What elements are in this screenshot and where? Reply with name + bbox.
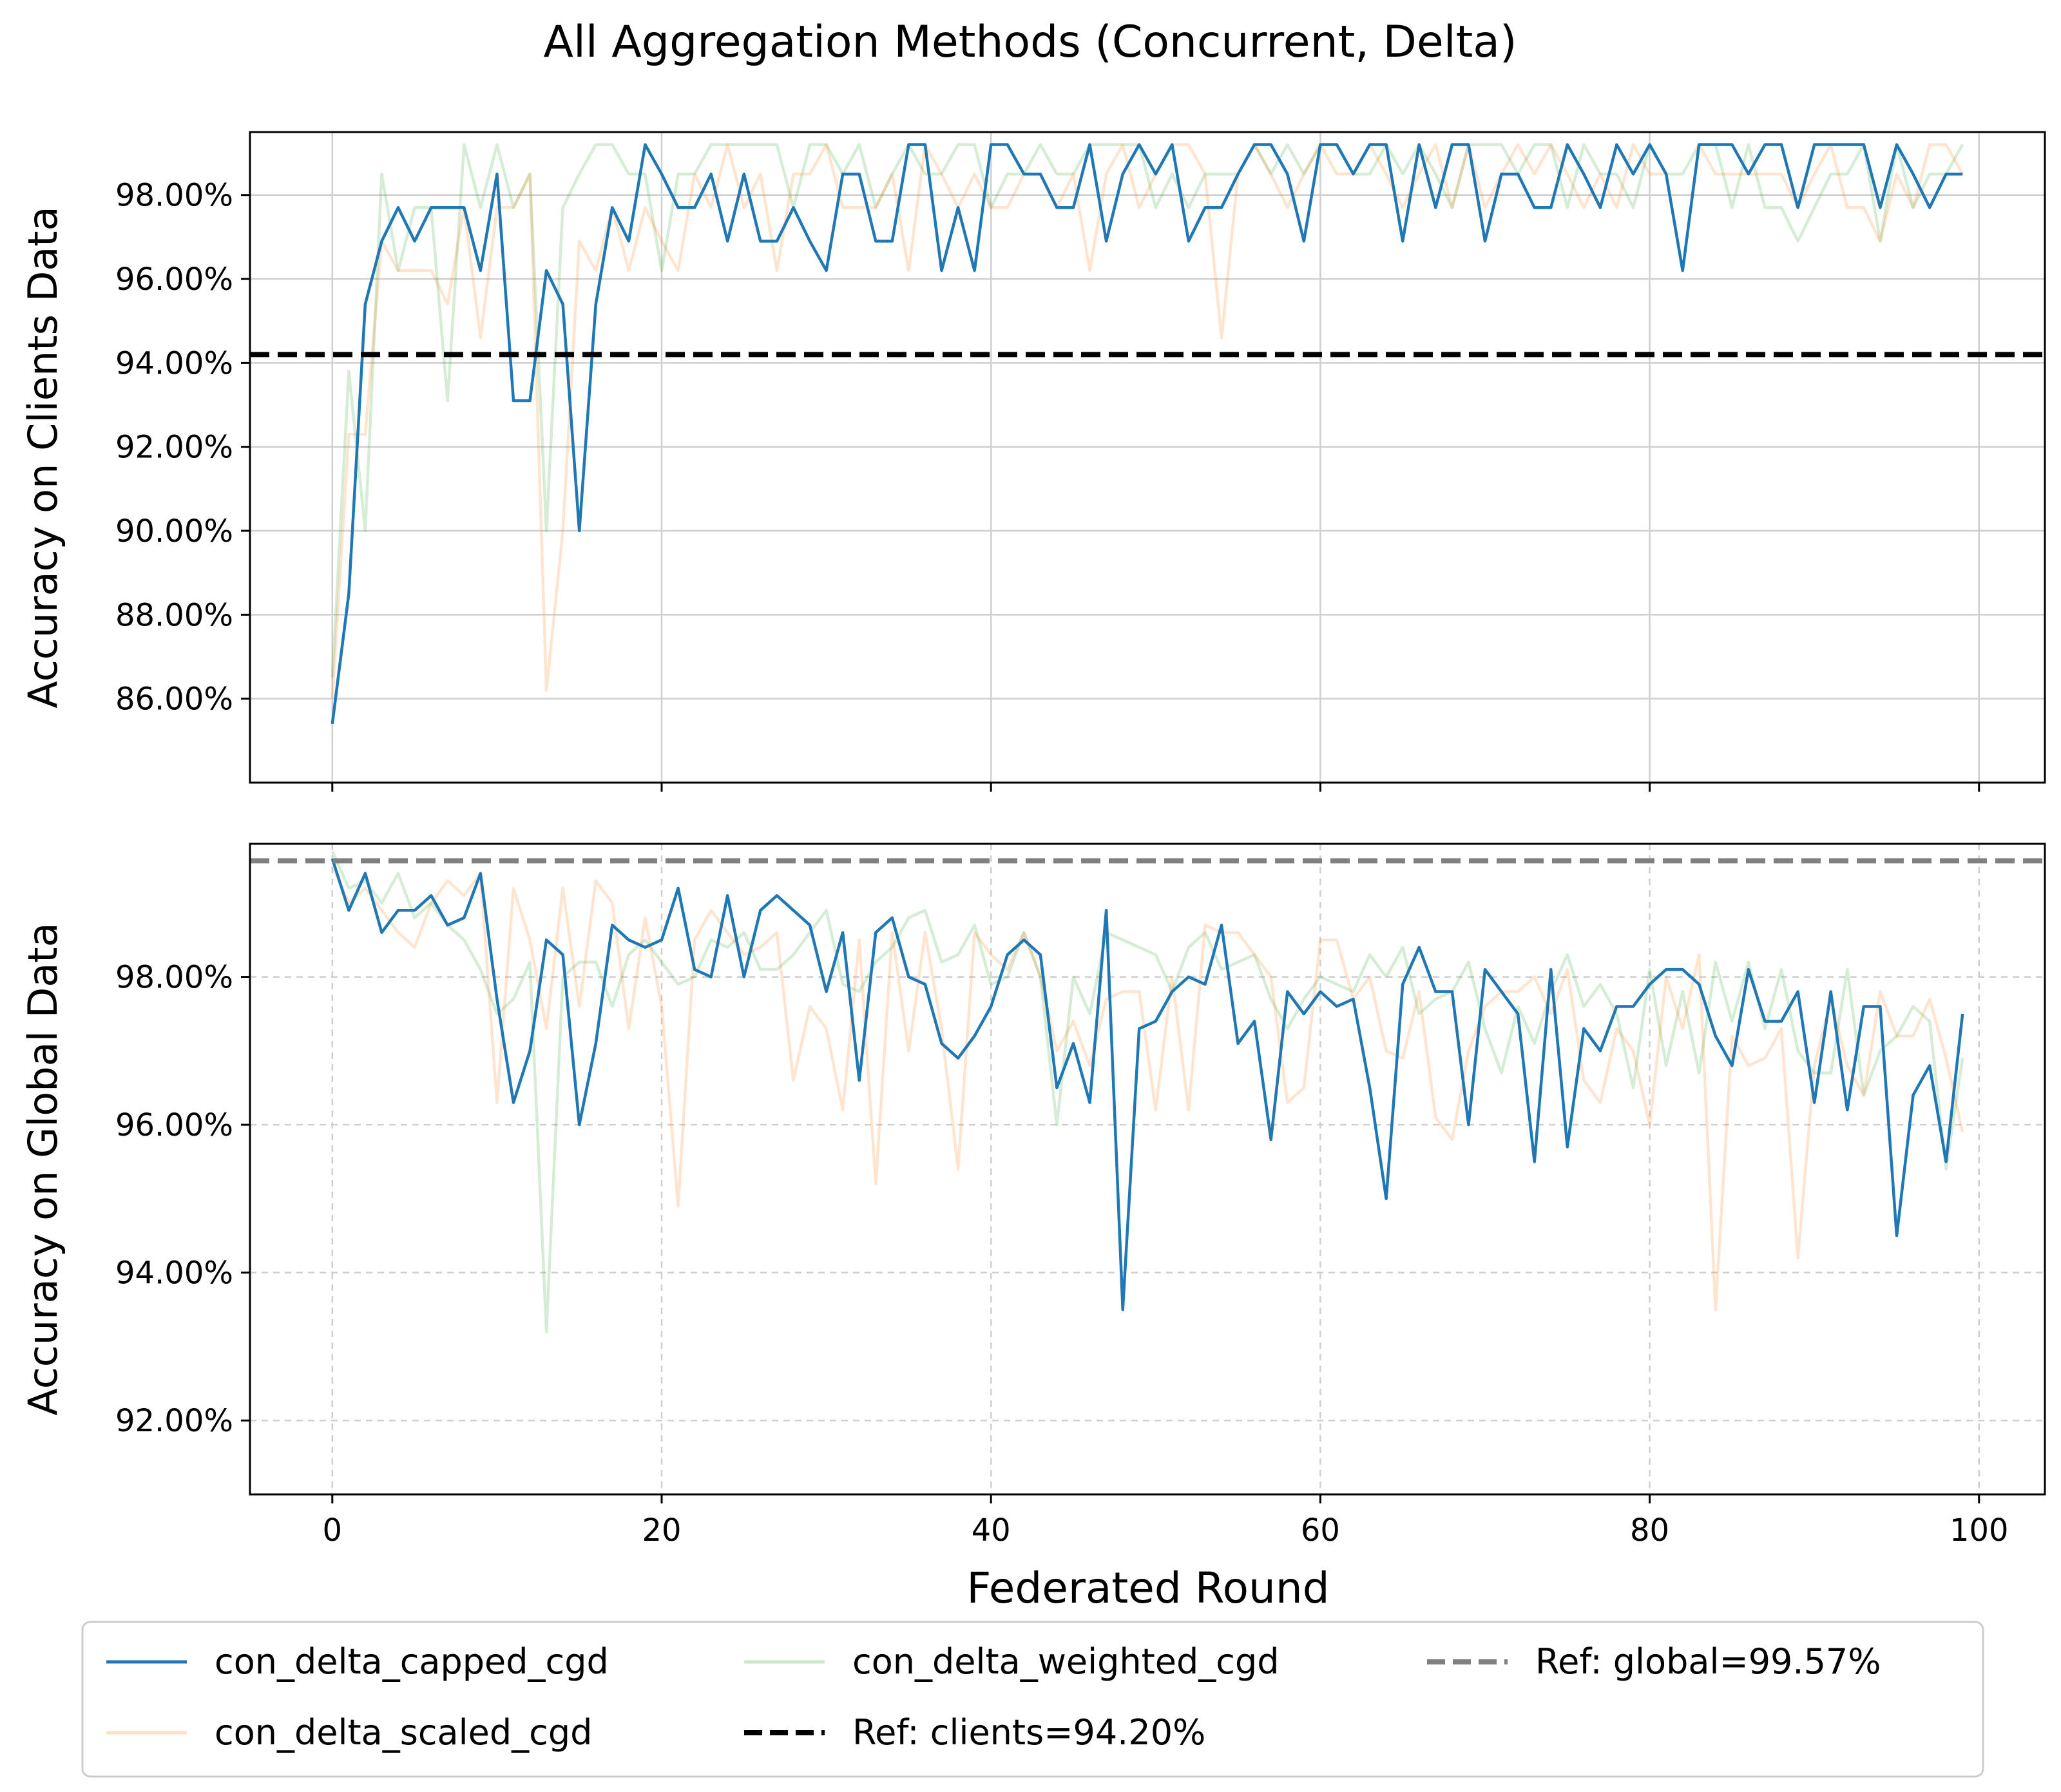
series-line-con_delta_capped_cgd xyxy=(331,858,1964,1311)
y-tick-label: 90.00% xyxy=(115,513,233,549)
x-tick-label: 100 xyxy=(1950,1512,2009,1549)
series-line-con_delta_scaled_cgd xyxy=(331,143,1964,699)
bottom-panel-frame xyxy=(249,843,2046,1496)
legend-label: Ref: global=99.57% xyxy=(1535,1641,1881,1682)
y-tick-label: 94.00% xyxy=(115,1255,233,1292)
bottom-panel-series xyxy=(331,850,1964,1333)
legend: con_delta_capped_cgd con_delta_weighted_c… xyxy=(81,1621,1984,1778)
y-tick-label: 98.00% xyxy=(115,960,233,996)
x-tick-label: 40 xyxy=(972,1512,1011,1549)
legend-box xyxy=(81,1621,1984,1778)
top-panel-series xyxy=(331,143,1964,725)
bottom-panel-x-ticks: 0 20 40 60 80 100 xyxy=(323,1494,2009,1549)
bottom-panel-global: 92.00% 94.00% 96.00% 98.00% 0 20 40 60 80 100 Ac… xyxy=(19,843,2046,1549)
y-tick-label: 92.00% xyxy=(115,430,233,466)
bottom-panel-grid xyxy=(250,844,2045,1494)
top-panel-grid xyxy=(250,132,2045,783)
y-tick-label: 86.00% xyxy=(115,682,233,718)
top-panel-frame xyxy=(249,131,2046,784)
x-tick-label: 60 xyxy=(1301,1512,1340,1549)
series-line-con_delta_weighted_cgd xyxy=(331,143,1964,678)
y-tick-label: 98.00% xyxy=(115,178,233,214)
x-axis-label: Federated Round xyxy=(966,1563,1329,1613)
top-panel-x-ticks xyxy=(331,783,1980,792)
y-tick-label: 96.00% xyxy=(115,1107,233,1143)
x-tick-label: 80 xyxy=(1630,1512,1669,1549)
series-line-con_delta_scaled_cgd xyxy=(331,865,1964,1311)
bottom-panel-y-ticks: 92.00% 94.00% 96.00% 98.00% xyxy=(115,960,250,1439)
y-tick-label: 88.00% xyxy=(115,597,233,633)
y-tick-label: 94.00% xyxy=(115,345,233,381)
legend-label: con_delta_capped_cgd xyxy=(215,1641,609,1682)
y-tick-label: 92.00% xyxy=(115,1403,233,1439)
legend-label: con_delta_scaled_cgd xyxy=(215,1712,592,1753)
x-tick-label: 20 xyxy=(642,1512,681,1549)
legend-label: Ref: clients=94.20% xyxy=(852,1712,1205,1753)
top-panel-clients: 86.00% 88.00% 90.00% 92.00% 94.00% 96.00% 98.0… xyxy=(19,131,2046,792)
x-tick-label: 0 xyxy=(323,1512,343,1549)
top-panel-y-ticks: 86.00% 88.00% 90.00% 92.00% 94.00% 96.00% 98.0… xyxy=(115,178,250,718)
y-tick-label: 96.00% xyxy=(115,262,233,298)
legend-label: con_delta_weighted_cgd xyxy=(852,1641,1280,1682)
chart-title: All Aggregation Methods (Concurrent, Del… xyxy=(543,17,1517,68)
series-line-con_delta_capped_cgd xyxy=(331,143,1963,725)
bottom-panel-y-label: Accuracy on Global Data xyxy=(19,922,66,1415)
top-panel-y-label: Accuracy on Clients Data xyxy=(19,206,66,708)
